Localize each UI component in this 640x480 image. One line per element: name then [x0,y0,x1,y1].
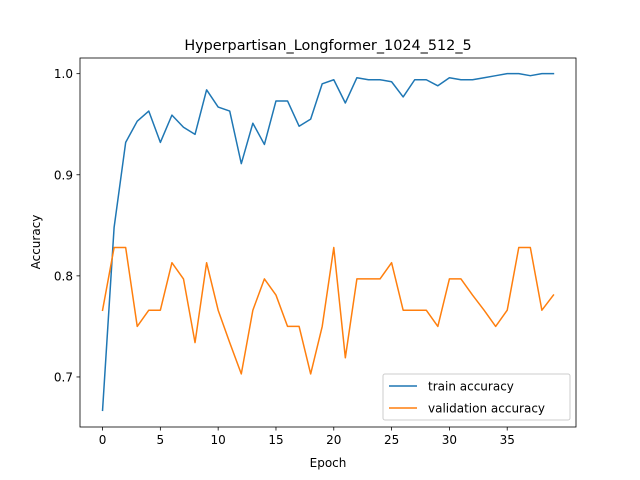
x-tick-label: 35 [500,433,515,447]
x-tick-label: 10 [211,433,226,447]
x-tick-label: 20 [326,433,341,447]
series-line-0 [101,72,555,412]
legend-box [382,373,571,421]
y-tick-label: 0.8 [54,269,73,283]
x-tick-label: 25 [384,433,399,447]
x-tick-label: 0 [99,433,107,447]
y-tick-label: 0.9 [54,168,73,182]
y-tick-label: 1.0 [54,67,73,81]
axes-frame [79,57,577,428]
x-tick-label: 30 [442,433,457,447]
y-tick-label: 0.7 [54,370,73,384]
x-tick-label: 5 [157,433,165,447]
series-line-1 [101,246,555,375]
chart-title: Hyperpartisan_Longformer_1024_512_5 [184,38,471,54]
plot-area: 0 5 10 15 20 25 30 35 0.7 0.8 0.9 1.0 train accuracy… [54,57,577,447]
legend-label-1: validation accuracy [428,402,545,416]
y-axis-label: Accuracy [29,215,43,270]
legend-label-0: train accuracy [428,380,514,394]
x-axis-label: Epoch [310,456,347,470]
x-tick-label: 15 [268,433,283,447]
